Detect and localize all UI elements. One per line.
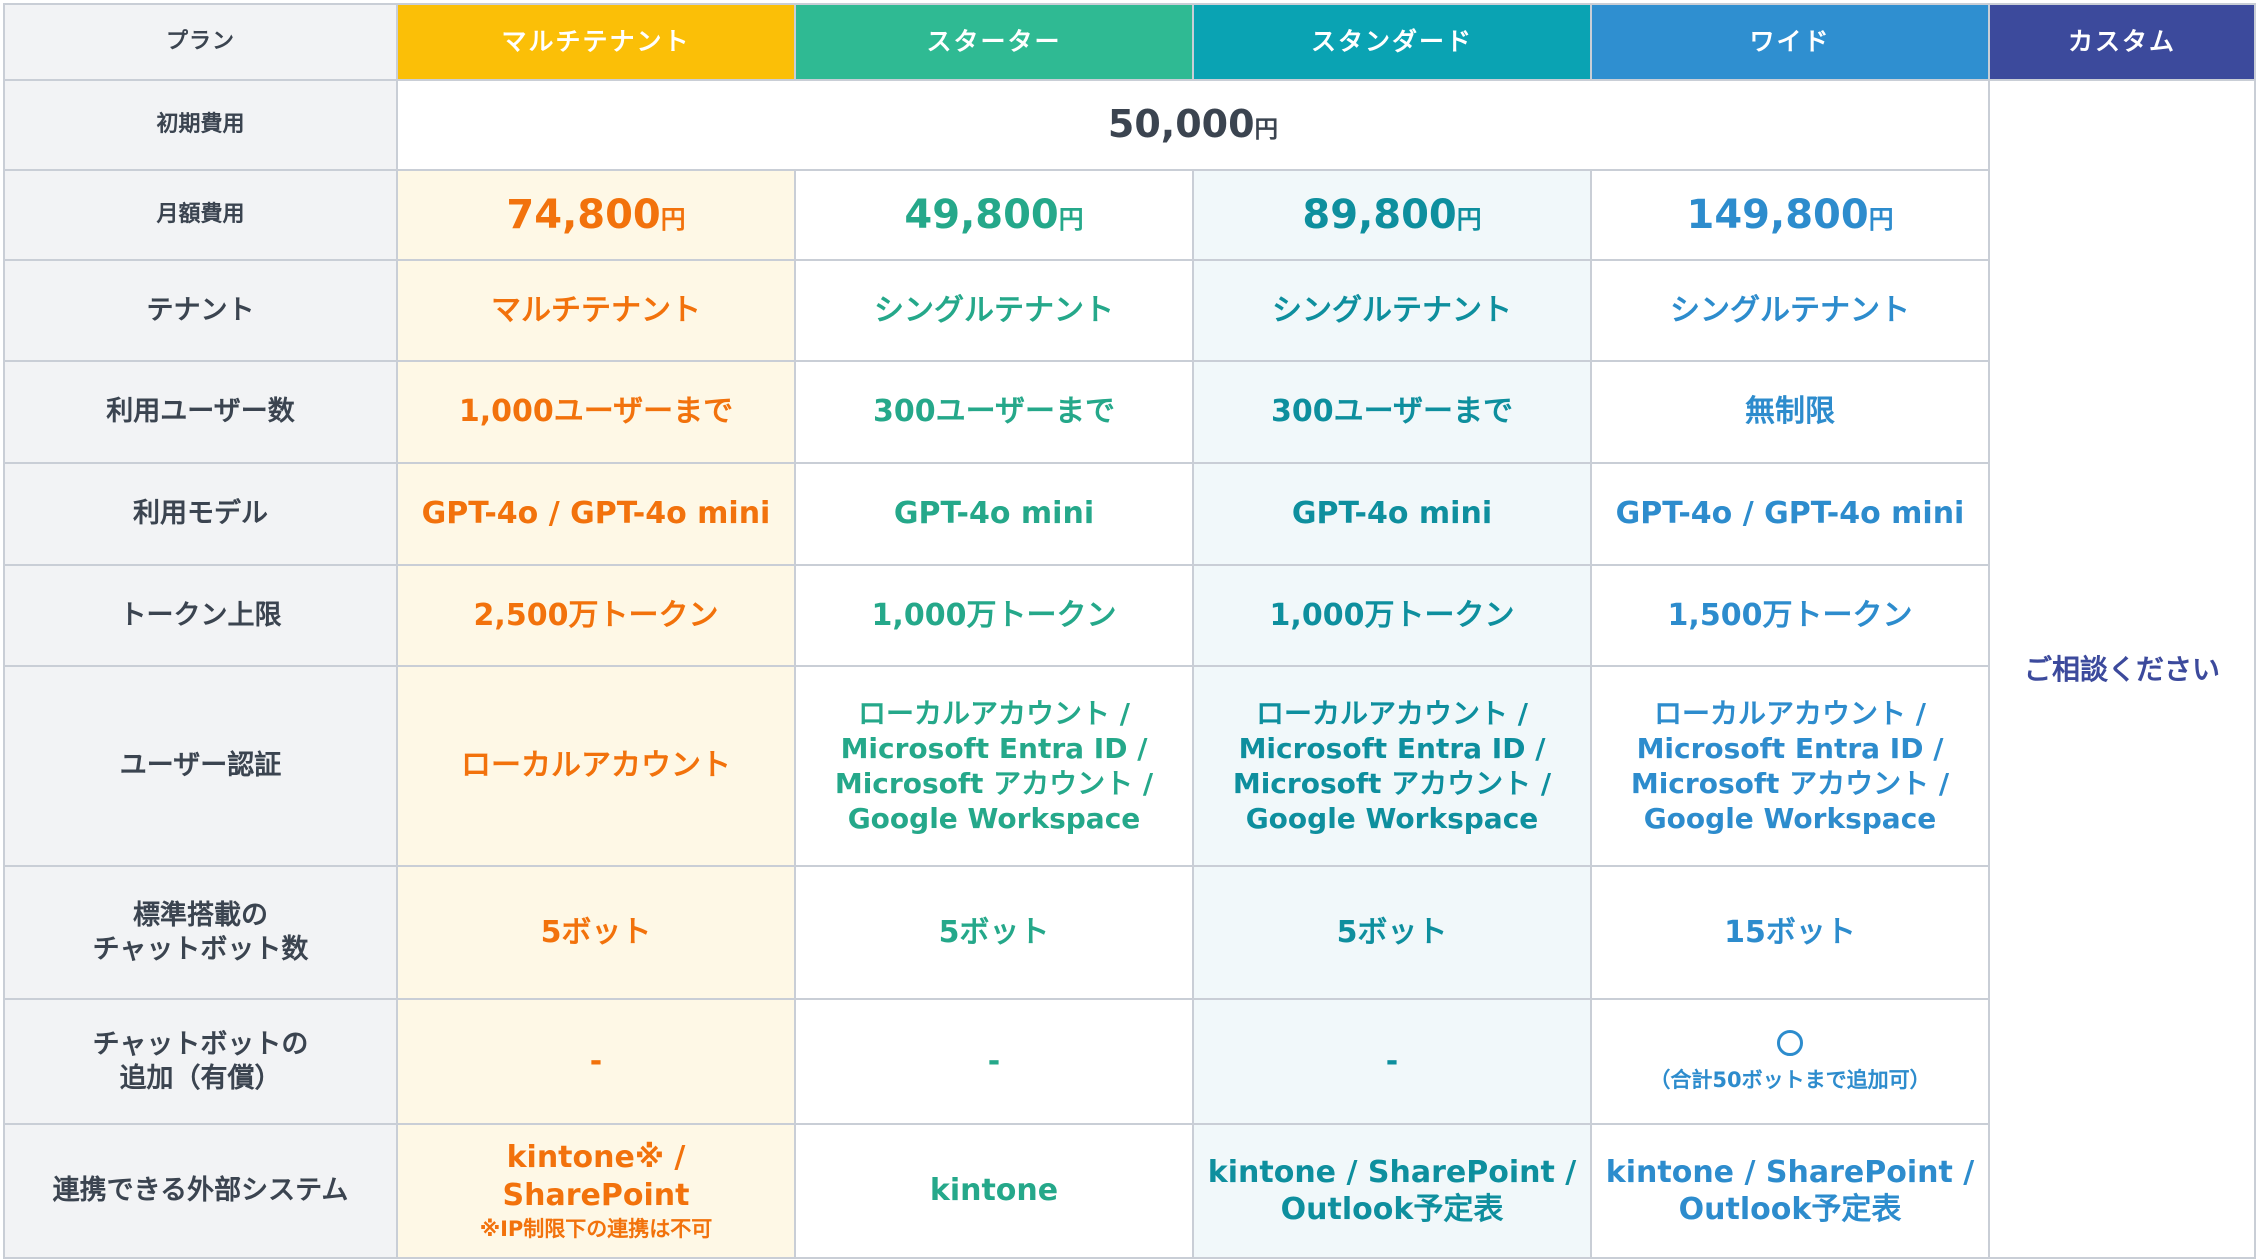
header-starter: スターター bbox=[794, 3, 1194, 81]
bot-add-multi: - bbox=[396, 998, 796, 1125]
label-tenant: テナント bbox=[3, 259, 398, 362]
label-monthly-fee: 月額費用 bbox=[3, 169, 398, 261]
users-standard: 300ユーザーまで bbox=[1192, 360, 1592, 464]
label-bots: 標準搭載の チャットボット数 bbox=[3, 865, 398, 1000]
model-starter: GPT-4o mini bbox=[794, 462, 1194, 566]
header-wide: ワイド bbox=[1590, 3, 1990, 81]
bot-add-standard: - bbox=[1192, 998, 1592, 1125]
row-integration: 連携できる外部システム kintone※ / SharePoint ※IP制限下… bbox=[3, 1123, 2255, 1259]
row-auth: ユーザー認証 ローカルアカウント ローカルアカウント / Microsoft En… bbox=[3, 665, 2255, 867]
token-standard: 1,000万トークン bbox=[1192, 564, 1592, 667]
model-multi: GPT-4o / GPT-4o mini bbox=[396, 462, 796, 566]
model-wide: GPT-4o / GPT-4o mini bbox=[1590, 462, 1990, 566]
label-integration: 連携できる外部システム bbox=[3, 1123, 398, 1259]
integration-wide: kintone / SharePoint / Outlook予定表 bbox=[1590, 1123, 1990, 1259]
token-multi: 2,500万トークン bbox=[396, 564, 796, 667]
label-model: 利用モデル bbox=[3, 462, 398, 566]
row-bots: 標準搭載の チャットボット数 5ボット 5ボット 5ボット 15ボット bbox=[3, 865, 2255, 1000]
header-plan-label: プラン bbox=[3, 3, 398, 81]
bots-multi: 5ボット bbox=[396, 865, 796, 1000]
monthly-fee-multi: 74,800円 bbox=[396, 169, 796, 261]
users-wide: 無制限 bbox=[1590, 360, 1990, 464]
integration-multi-note: ※IP制限下の連携は不可 bbox=[479, 1217, 713, 1242]
auth-multi: ローカルアカウント bbox=[396, 665, 796, 867]
bots-starter: 5ボット bbox=[794, 865, 1194, 1000]
row-bot-add: チャットボットの 追加（有償） - - - （合計50ボットまで追加可） bbox=[3, 998, 2255, 1125]
auth-standard: ローカルアカウント / Microsoft Entra ID / Microsoft… bbox=[1192, 665, 1592, 867]
header-multi-tenant: マルチテナント bbox=[396, 3, 796, 81]
initial-fee-value: 50,000円 bbox=[396, 79, 1990, 171]
header-custom: カスタム bbox=[1988, 3, 2256, 81]
plan-comparison-table: プラン マルチテナント スターター スタンダード ワイド カスタム 初期費用 5… bbox=[3, 3, 2256, 1259]
auth-starter: ローカルアカウント / Microsoft Entra ID / Microsoft… bbox=[794, 665, 1194, 867]
auth-wide: ローカルアカウント / Microsoft Entra ID / Microsoft… bbox=[1590, 665, 1990, 867]
model-standard: GPT-4o mini bbox=[1192, 462, 1592, 566]
tenant-wide: シングルテナント bbox=[1590, 259, 1990, 362]
row-token: トークン上限 2,500万トークン 1,000万トークン 1,000万トークン … bbox=[3, 564, 2255, 667]
row-model: 利用モデル GPT-4o / GPT-4o mini GPT-4o mini G… bbox=[3, 462, 2255, 566]
monthly-fee-starter: 49,800円 bbox=[794, 169, 1194, 261]
users-multi: 1,000ユーザーまで bbox=[396, 360, 796, 464]
tenant-multi: マルチテナント bbox=[396, 259, 796, 362]
row-monthly-fee: 月額費用 74,800円 49,800円 89,800円 149,800円 bbox=[3, 169, 2255, 261]
label-initial-fee: 初期費用 bbox=[3, 79, 398, 171]
label-auth: ユーザー認証 bbox=[3, 665, 398, 867]
bots-wide: 15ボット bbox=[1590, 865, 1990, 1000]
custom-consult-text: ご相談ください bbox=[2023, 652, 2220, 686]
label-users: 利用ユーザー数 bbox=[3, 360, 398, 464]
header-row: プラン マルチテナント スターター スタンダード ワイド カスタム bbox=[3, 3, 2256, 81]
header-standard: スタンダード bbox=[1192, 3, 1592, 81]
integration-multi: kintone※ / SharePoint ※IP制限下の連携は不可 bbox=[396, 1123, 796, 1259]
label-bot-add: チャットボットの 追加（有償） bbox=[3, 998, 398, 1125]
bot-add-wide-note: （合計50ボットまで追加可） bbox=[1649, 1067, 1931, 1092]
available-circle-icon bbox=[1777, 1029, 1803, 1056]
row-tenant: テナント マルチテナント シングルテナント シングルテナント シングルテナント bbox=[3, 259, 2255, 362]
tenant-standard: シングルテナント bbox=[1192, 259, 1592, 362]
token-starter: 1,000万トークン bbox=[794, 564, 1194, 667]
integration-starter: kintone bbox=[794, 1123, 1194, 1259]
bot-add-starter: - bbox=[794, 998, 1194, 1125]
token-wide: 1,500万トークン bbox=[1590, 564, 1990, 667]
bots-standard: 5ボット bbox=[1192, 865, 1592, 1000]
integration-standard: kintone / SharePoint / Outlook予定表 bbox=[1192, 1123, 1592, 1259]
bot-add-wide: （合計50ボットまで追加可） bbox=[1590, 998, 1990, 1125]
monthly-fee-standard: 89,800円 bbox=[1192, 169, 1592, 261]
custom-consult-cell: ご相談ください bbox=[1988, 79, 2256, 1259]
tenant-starter: シングルテナント bbox=[794, 259, 1194, 362]
monthly-fee-wide: 149,800円 bbox=[1590, 169, 1990, 261]
users-starter: 300ユーザーまで bbox=[794, 360, 1194, 464]
row-initial-fee: 初期費用 50,000円 ご相談ください bbox=[3, 79, 2256, 1259]
label-token: トークン上限 bbox=[3, 564, 398, 667]
row-users: 利用ユーザー数 1,000ユーザーまで 300ユーザーまで 300ユーザーまで … bbox=[3, 360, 2255, 464]
